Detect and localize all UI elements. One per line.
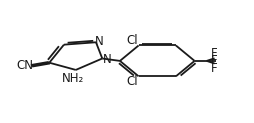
Text: F: F	[210, 62, 216, 75]
Text: Cl: Cl	[126, 34, 138, 47]
Text: Cl: Cl	[126, 75, 138, 88]
Text: CN: CN	[16, 59, 33, 72]
Text: F: F	[210, 47, 216, 60]
Text: N: N	[94, 35, 103, 48]
Text: N: N	[102, 53, 111, 66]
Text: NH₂: NH₂	[61, 72, 84, 85]
Text: F: F	[210, 54, 216, 67]
